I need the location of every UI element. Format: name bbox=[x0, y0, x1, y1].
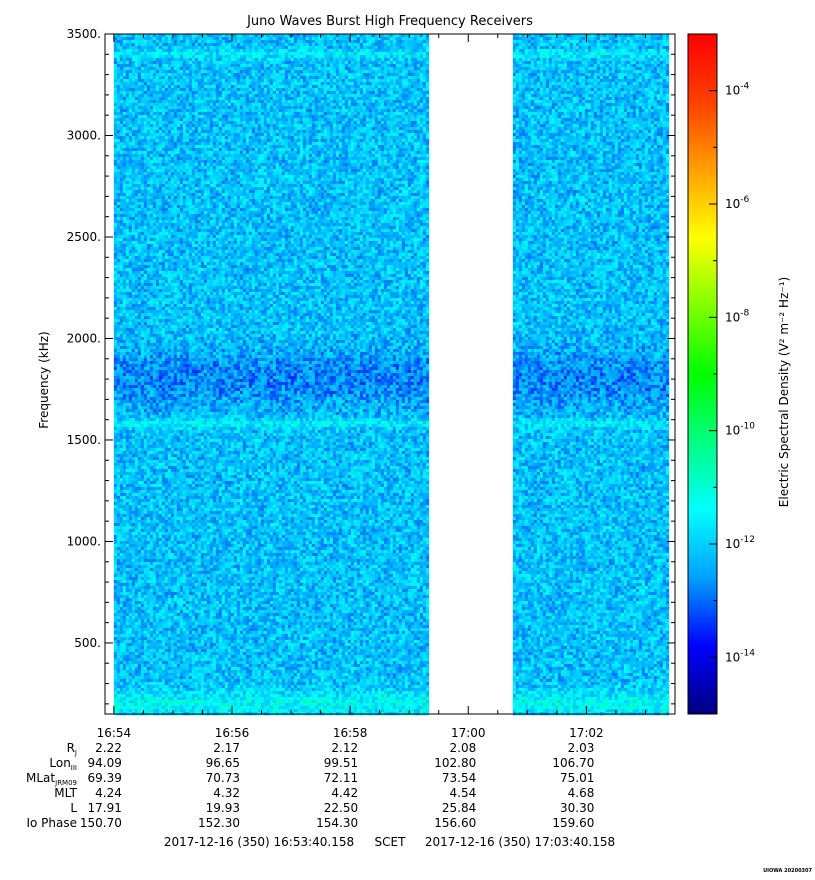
ephemeris-value: 70.73 bbox=[206, 771, 240, 785]
ephemeris-value: 94.09 bbox=[88, 756, 122, 770]
ephemeris-value: 19.93 bbox=[206, 801, 240, 815]
y-tick-label: 500. bbox=[74, 636, 101, 650]
ephemeris-value: 30.30 bbox=[560, 801, 594, 815]
ephemeris-value: 150.70 bbox=[80, 816, 122, 830]
ephemeris-value: 2.03 bbox=[568, 741, 595, 755]
colorbar-tick-label: 10-8 bbox=[725, 308, 750, 324]
ephemeris-value: 4.42 bbox=[331, 786, 358, 800]
y-axis-label: Frequency (kHz) bbox=[37, 331, 51, 428]
ephemeris-label: L bbox=[70, 801, 77, 815]
ephemeris-value: 4.68 bbox=[568, 786, 595, 800]
x-tick-label: 16:56 bbox=[215, 726, 250, 740]
ephemeris-value: 4.24 bbox=[95, 786, 122, 800]
y-tick-label: 1500. bbox=[67, 433, 101, 447]
spectrogram-figure: Juno Waves Burst High Frequency Receiver… bbox=[0, 0, 815, 880]
chart-title: Juno Waves Burst High Frequency Receiver… bbox=[246, 14, 533, 29]
ephemeris-value: 2.08 bbox=[450, 741, 477, 755]
ephemeris-value: 152.30 bbox=[198, 816, 240, 830]
ephemeris-table: RJ 2.22 2.17 2.12 2.08 2.03 LonIII 94.09 96.65 99… bbox=[26, 741, 594, 830]
ephemeris-value: 25.84 bbox=[442, 801, 476, 815]
end-time: 2017-12-16 (350) 17:03:40.158 bbox=[425, 835, 615, 849]
x-tick-label: 16:58 bbox=[333, 726, 368, 740]
ephemeris-value: 156.60 bbox=[434, 816, 476, 830]
ephemeris-value: 4.54 bbox=[450, 786, 477, 800]
colorbar-label: Electric Spectral Density (V² m⁻² Hz⁻¹) bbox=[777, 277, 791, 507]
ephemeris-value: 159.60 bbox=[552, 816, 594, 830]
ephemeris-label: MLatJRM09 bbox=[26, 771, 77, 787]
version-stamp: UIOWA 20200307 bbox=[763, 868, 812, 874]
colorbar-tick-label: 10-4 bbox=[725, 82, 750, 98]
ephemeris-value: 4.32 bbox=[213, 786, 240, 800]
ephemeris-label: Io Phase bbox=[26, 816, 77, 830]
ephemeris-value: 102.80 bbox=[434, 756, 476, 770]
colorbar-scale bbox=[688, 34, 717, 714]
ephemeris-value: 96.65 bbox=[206, 756, 240, 770]
time-frame: SCET bbox=[375, 835, 407, 849]
start-time: 2017-12-16 (350) 16:53:40.158 bbox=[164, 835, 354, 849]
ephemeris-value: 73.54 bbox=[442, 771, 476, 785]
colorbar-tick-label: 10-10 bbox=[725, 422, 755, 438]
y-tick-label: 3500. bbox=[67, 27, 101, 41]
y-tick-label: 2000. bbox=[67, 331, 101, 345]
x-tick-label: 17:00 bbox=[451, 726, 486, 740]
ephemeris-value: 22.50 bbox=[324, 801, 358, 815]
ephemeris-value: 72.11 bbox=[324, 771, 358, 785]
ephemeris-value: 99.51 bbox=[324, 756, 358, 770]
ephemeris-value: 106.70 bbox=[552, 756, 594, 770]
x-tick-label: 16:54 bbox=[97, 726, 132, 740]
ephemeris-value: 2.22 bbox=[95, 741, 122, 755]
ephemeris-value: 69.39 bbox=[88, 771, 122, 785]
colorbar: 10-14 10-12 10-10 10-8 10-6 10-4 bbox=[688, 34, 755, 714]
y-tick-label: 3000. bbox=[67, 128, 101, 142]
time-range-footer: 2017-12-16 (350) 16:53:40.158 SCET 2017-… bbox=[164, 835, 615, 849]
ephemeris-value: 2.17 bbox=[213, 741, 240, 755]
colorbar-tick-label: 10-14 bbox=[725, 648, 755, 664]
ephemeris-label: MLT bbox=[54, 786, 77, 800]
ephemeris-value: 154.30 bbox=[316, 816, 358, 830]
x-tick-label: 17:02 bbox=[569, 726, 604, 740]
colorbar-tick-label: 10-12 bbox=[725, 535, 755, 551]
colorbar-tick-label: 10-6 bbox=[725, 195, 750, 211]
y-tick-label: 2500. bbox=[67, 230, 101, 244]
ephemeris-value: 17.91 bbox=[88, 801, 122, 815]
spectrogram-heatmap bbox=[114, 34, 669, 715]
ephemeris-label: LonIII bbox=[49, 756, 77, 772]
ephemeris-value: 75.01 bbox=[560, 771, 594, 785]
y-tick-label: 1000. bbox=[67, 534, 101, 548]
ephemeris-label: RJ bbox=[67, 741, 77, 757]
ephemeris-value: 2.12 bbox=[331, 741, 358, 755]
